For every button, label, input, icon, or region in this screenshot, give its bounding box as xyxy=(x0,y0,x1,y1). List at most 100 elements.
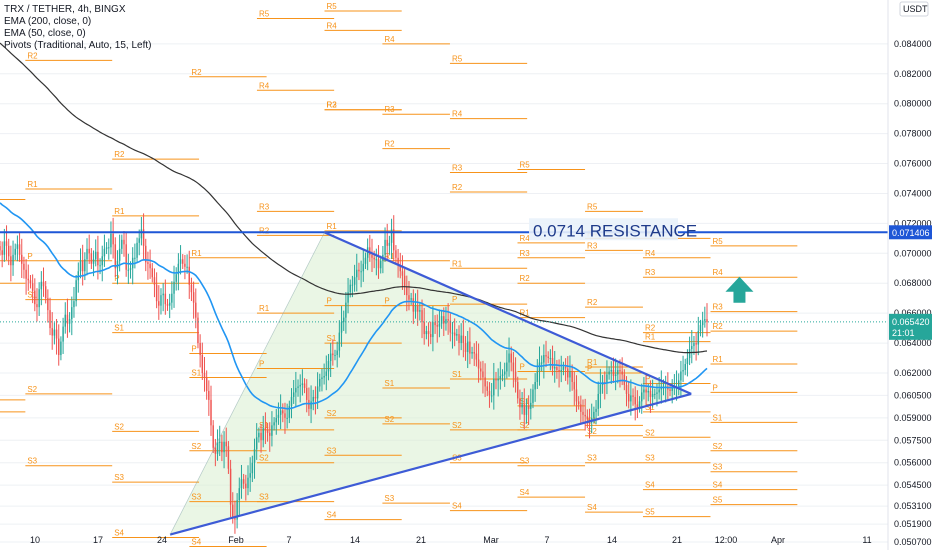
candle-body-177 xyxy=(384,239,386,255)
candle-body-124 xyxy=(269,432,271,436)
candle-182 xyxy=(395,245,397,264)
candle-194 xyxy=(421,299,423,339)
candle-115 xyxy=(249,457,251,492)
legend-ema200[interactable]: EMA (200, close, 0) xyxy=(4,16,92,27)
candle-body-292 xyxy=(634,396,636,405)
candle-236 xyxy=(512,351,515,388)
candle-29 xyxy=(62,317,64,354)
pivot-label-2-S1: S1 xyxy=(114,324,124,333)
legend-symbol[interactable]: TRX / TETHER, 4h, BINGX xyxy=(4,4,126,15)
pivot-label-9-R3: R3 xyxy=(587,241,598,250)
candle-body-189 xyxy=(410,298,412,300)
candle-body-25 xyxy=(53,329,56,336)
candle-body-0 xyxy=(0,246,1,251)
triangle-upper-edge xyxy=(324,231,692,395)
candle-230 xyxy=(499,361,502,390)
candle-257 xyxy=(558,359,560,388)
candle-body-90 xyxy=(195,302,197,318)
candle-197 xyxy=(427,322,430,347)
x-tick-label-12: Apr xyxy=(771,535,785,545)
candle-body-227 xyxy=(493,378,495,396)
candle-body-109 xyxy=(236,500,238,520)
pivot-label-3-R1: R1 xyxy=(191,249,202,258)
candle-239 xyxy=(519,389,521,420)
candle-body-27 xyxy=(58,338,60,356)
candle-body-158 xyxy=(342,317,345,323)
x-tick-label-7: Mar xyxy=(483,535,499,545)
candle-293 xyxy=(636,390,639,419)
legend-ema50[interactable]: EMA (50, close, 0) xyxy=(4,28,86,39)
pivot-label-6-S3: S3 xyxy=(384,494,394,503)
pivot-label-10-R4: R4 xyxy=(645,249,656,258)
candle-244 xyxy=(530,388,532,420)
candle-234 xyxy=(508,337,510,377)
candle-12 xyxy=(25,259,27,295)
candle-body-89 xyxy=(192,292,195,303)
candle-body-82 xyxy=(177,263,180,275)
pivot-label-9-S4: S4 xyxy=(587,503,597,512)
candle-body-55 xyxy=(118,248,121,261)
pivot-label-4-R4: R4 xyxy=(259,81,270,90)
candle-252 xyxy=(547,351,549,364)
pivot-label-10-S4: S4 xyxy=(645,481,655,490)
candle-24 xyxy=(51,312,53,350)
candle-body-93 xyxy=(201,355,204,373)
candle-209 xyxy=(453,318,456,347)
y-tick-label-11: 0.062000 xyxy=(894,368,932,378)
candle-97 xyxy=(210,385,212,436)
candle-11 xyxy=(23,256,25,279)
candle-89 xyxy=(192,281,195,319)
candle-body-138 xyxy=(299,384,301,387)
candle-71 xyxy=(153,268,156,298)
candle-body-37 xyxy=(79,260,82,272)
candle-body-222 xyxy=(482,371,484,378)
up-arrow-icon xyxy=(725,276,754,303)
candle-155 xyxy=(336,341,338,368)
candle-body-136 xyxy=(295,387,297,393)
candle-33 xyxy=(71,296,73,336)
candle-118 xyxy=(255,423,258,460)
candle-body-228 xyxy=(495,378,497,381)
candle-144 xyxy=(312,389,314,411)
candle-body-76 xyxy=(164,293,167,305)
candle-3 xyxy=(5,225,8,261)
candle-body-52 xyxy=(112,233,114,245)
candle-body-209 xyxy=(453,332,456,336)
candle-body-164 xyxy=(356,269,358,278)
x-tick-label-8: 7 xyxy=(544,535,549,545)
candle-body-132 xyxy=(286,417,288,419)
legend-pivots[interactable]: Pivots (Traditional, Auto, 15, Left) xyxy=(4,40,152,51)
candle-263 xyxy=(571,364,573,391)
candle-238 xyxy=(517,376,519,404)
candle-138 xyxy=(299,374,301,403)
candle-65 xyxy=(140,216,143,246)
candle-245 xyxy=(532,384,534,409)
candle-body-41 xyxy=(88,248,90,254)
candle-199 xyxy=(432,306,434,352)
candle-282 xyxy=(612,357,615,384)
pivot-label-9-R1: R1 xyxy=(587,358,598,367)
candle-110 xyxy=(238,477,241,517)
candle-113 xyxy=(245,474,247,501)
candle-body-163 xyxy=(353,277,356,285)
candle-body-192 xyxy=(416,305,419,312)
candle-5 xyxy=(10,245,12,282)
candle-body-63 xyxy=(136,242,138,258)
pivot-label-4-R2: R2 xyxy=(259,226,270,235)
candle-body-53 xyxy=(114,244,117,269)
pivot-label-1-R2: R2 xyxy=(27,51,38,60)
candle-body-260 xyxy=(564,366,567,369)
candle-body-139 xyxy=(301,383,304,385)
pivot-label-4-P: P xyxy=(259,359,264,368)
candle-body-225 xyxy=(488,390,491,396)
candle-264 xyxy=(573,371,576,406)
candle-body-104 xyxy=(225,441,227,447)
candle-body-88 xyxy=(190,284,193,293)
candle-300 xyxy=(651,379,654,408)
candle-body-302 xyxy=(656,392,658,394)
candle-136 xyxy=(295,371,297,407)
pivot-label-5-R2: R2 xyxy=(327,101,338,110)
candle-body-95 xyxy=(205,377,208,391)
